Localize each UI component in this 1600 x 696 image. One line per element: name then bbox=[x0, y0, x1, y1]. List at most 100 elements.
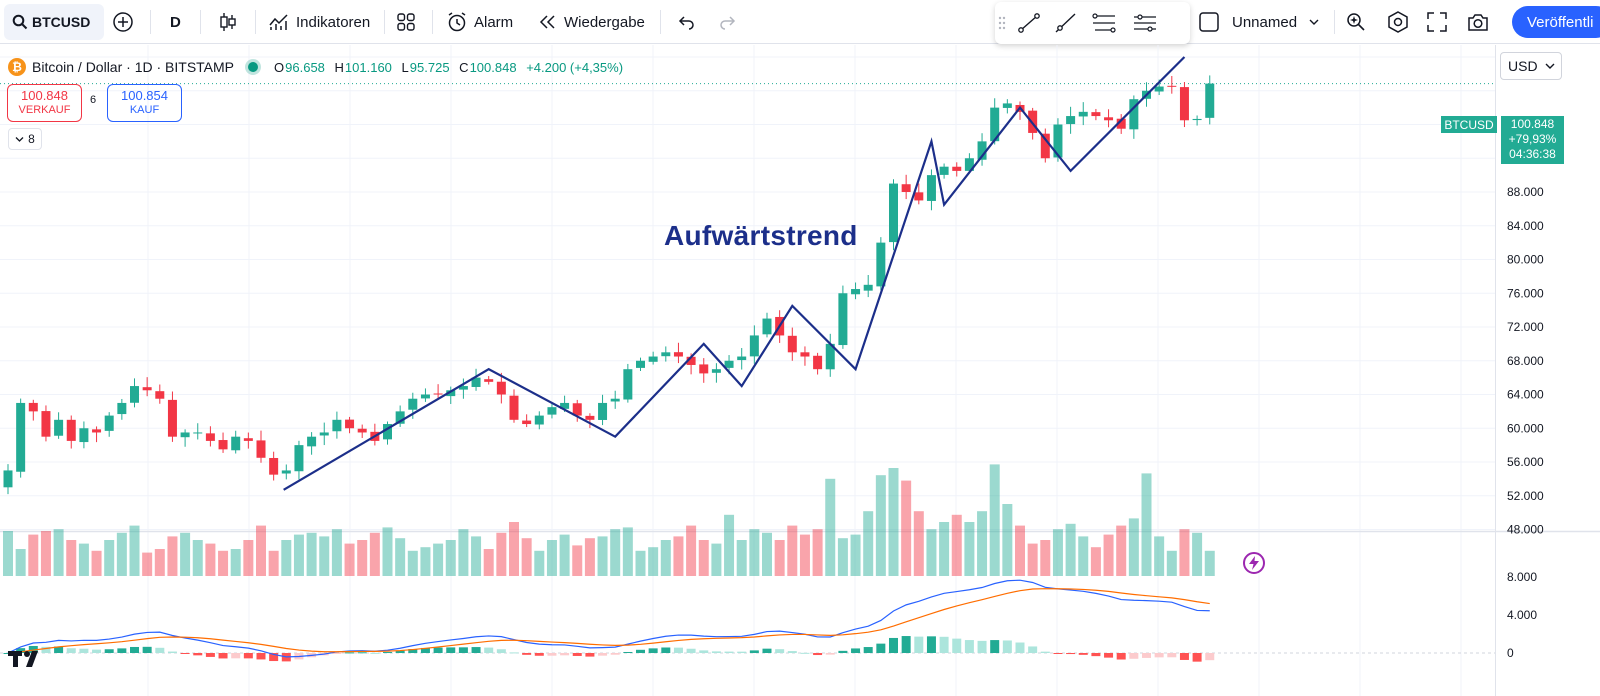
candle bbox=[408, 398, 418, 410]
lightning-icon[interactable] bbox=[1243, 552, 1265, 574]
volume-bar bbox=[1103, 534, 1114, 576]
candle bbox=[117, 402, 127, 415]
candle bbox=[1053, 124, 1063, 158]
candle bbox=[1205, 83, 1215, 118]
volume-bar bbox=[572, 545, 583, 576]
candle bbox=[243, 438, 253, 441]
macd-histogram-bar bbox=[762, 648, 772, 653]
trendline-drawing[interactable] bbox=[283, 56, 1186, 491]
candle bbox=[952, 166, 962, 171]
tradingview-logo-icon[interactable] bbox=[8, 648, 46, 675]
price-axis[interactable]: 48.000 52.000 56.000 60.000 64.000 68.000 72.0… bbox=[1507, 118, 1544, 661]
candle bbox=[724, 360, 734, 368]
symbol-label: BTCUSD bbox=[32, 14, 91, 30]
alarm-button[interactable]: Alarm bbox=[446, 4, 513, 40]
parallel-channel-tool[interactable] bbox=[1131, 10, 1159, 36]
volume-bar bbox=[509, 522, 519, 576]
quick-search-button[interactable] bbox=[1344, 4, 1368, 40]
candle bbox=[876, 242, 886, 287]
candle bbox=[1116, 118, 1126, 129]
replay-button[interactable]: Wiedergabe bbox=[538, 4, 645, 40]
candle bbox=[332, 419, 342, 432]
candle bbox=[104, 415, 114, 431]
macd-histogram-bar bbox=[243, 653, 253, 659]
fib-retracement-tool[interactable] bbox=[1090, 10, 1118, 36]
candle bbox=[3, 470, 13, 488]
currency-dropdown[interactable]: USD bbox=[1500, 52, 1562, 80]
ray-tool[interactable] bbox=[1051, 10, 1079, 36]
volume-bar bbox=[15, 549, 26, 576]
macd-histogram-bar bbox=[205, 653, 215, 657]
chart-grid bbox=[0, 45, 1600, 696]
compare-symbol-button[interactable] bbox=[112, 4, 136, 40]
macd-histogram-bar bbox=[737, 651, 747, 653]
volume-bar bbox=[1052, 529, 1063, 576]
macd-histogram-bar bbox=[471, 647, 481, 653]
candle bbox=[16, 402, 26, 472]
buy-button[interactable]: 100.854 KAUF bbox=[107, 84, 182, 122]
trend-line-tool[interactable] bbox=[1015, 10, 1043, 36]
interval-button[interactable]: D bbox=[170, 4, 181, 40]
open-value: 96.658 bbox=[285, 59, 325, 75]
price-chart[interactable]: 48.00052.00056.00060.00064.00068.00072.0… bbox=[0, 45, 1600, 696]
volume-bar bbox=[445, 540, 456, 576]
macd-histogram-bar bbox=[395, 650, 405, 653]
toolbar-divider bbox=[432, 10, 433, 34]
alarm-label: Alarm bbox=[474, 13, 514, 31]
macd-histogram-bar bbox=[370, 652, 380, 654]
trend-annotation-text[interactable]: Aufwärtstrend bbox=[664, 220, 858, 251]
layout-name-dropdown[interactable]: Unnamed bbox=[1232, 4, 1319, 40]
candle bbox=[1179, 87, 1189, 121]
symbol-search-button[interactable]: BTCUSD bbox=[4, 4, 104, 40]
volume-bar bbox=[939, 522, 950, 576]
fullscreen-layout-button[interactable] bbox=[1198, 4, 1220, 40]
candle bbox=[66, 419, 76, 441]
candle bbox=[661, 352, 671, 357]
top-toolbar: BTCUSD D Indikatoren Alarm Wiedergabe bbox=[0, 0, 1600, 44]
candles-icon bbox=[220, 13, 236, 31]
volume-bar bbox=[1027, 543, 1038, 576]
volume-bar bbox=[534, 550, 545, 576]
snapshot-button[interactable] bbox=[1466, 4, 1490, 40]
macd-histogram-bar bbox=[41, 646, 51, 653]
alarm-clock-icon bbox=[448, 12, 466, 32]
candle bbox=[1040, 133, 1050, 159]
candle bbox=[420, 394, 430, 399]
chart-type-button[interactable] bbox=[218, 4, 238, 40]
volume-bar bbox=[104, 540, 115, 576]
sell-label: VERKAUF bbox=[18, 104, 71, 116]
candle bbox=[737, 356, 747, 361]
drag-handle-icon[interactable] bbox=[995, 10, 1009, 36]
low-value: 95.725 bbox=[409, 59, 450, 75]
fullscreen-button[interactable] bbox=[1426, 4, 1448, 40]
undo-button[interactable] bbox=[676, 4, 696, 40]
volume-bar bbox=[205, 543, 216, 576]
volume-bar bbox=[268, 550, 279, 576]
macd-histogram-bar bbox=[926, 636, 936, 653]
indicators-collapse-button[interactable]: 8 bbox=[8, 128, 42, 150]
redo-button[interactable] bbox=[718, 4, 738, 40]
macd-histogram-bar bbox=[1040, 651, 1050, 653]
candle bbox=[863, 284, 873, 291]
volume-bar bbox=[1141, 473, 1152, 576]
volume-bar bbox=[1166, 550, 1177, 576]
publish-label: Veröffentli bbox=[1527, 13, 1594, 31]
volume-bar bbox=[243, 540, 254, 576]
candle bbox=[762, 318, 772, 335]
volume-bar bbox=[1002, 504, 1013, 576]
candle bbox=[787, 335, 797, 353]
publish-button[interactable]: Veröffentli bbox=[1512, 6, 1600, 38]
symbol-title[interactable]: Bitcoin / Dollar · 1D · BITSTAMP bbox=[32, 59, 235, 75]
indicators-button[interactable]: Indikatoren bbox=[268, 4, 370, 40]
bitcoin-logo-icon: ₿ bbox=[8, 58, 26, 76]
volume-bar bbox=[407, 550, 418, 576]
layouts-button[interactable] bbox=[396, 4, 416, 40]
candle bbox=[648, 356, 658, 362]
sell-button[interactable]: 100.848 VERKAUF bbox=[7, 84, 82, 122]
volume-bar bbox=[1154, 536, 1165, 576]
candle bbox=[193, 432, 203, 434]
macd-histogram-bar bbox=[218, 653, 228, 659]
settings-button[interactable] bbox=[1386, 4, 1410, 40]
candle bbox=[610, 398, 620, 402]
toolbar-divider bbox=[150, 10, 151, 34]
